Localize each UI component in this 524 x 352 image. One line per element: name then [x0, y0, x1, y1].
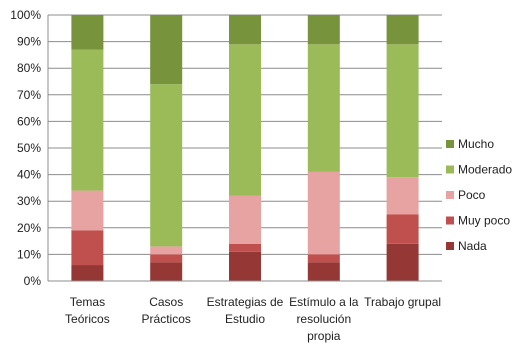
legend-label: Mucho — [458, 137, 494, 151]
legend-swatch — [446, 242, 454, 250]
x-tick-label: Trabajo grupal — [364, 295, 441, 309]
x-tick-label: Temas Teóricos — [65, 295, 110, 326]
bar-segment-poco — [229, 195, 261, 244]
bar-segment-moderado — [229, 44, 261, 196]
bar-segment-muy-poco — [229, 243, 261, 252]
bar-segment-nada — [307, 262, 340, 281]
y-tick-label: 30% — [17, 194, 41, 208]
bar-segment-moderado — [386, 44, 419, 178]
bar-segment-muy-poco — [71, 230, 104, 266]
bar-segment-nada — [229, 251, 261, 281]
bar-segment-muy-poco — [307, 254, 340, 263]
x-tick-label: Estrategias de Estudio — [207, 295, 284, 326]
y-tick-label: 50% — [17, 141, 41, 155]
y-tick-label: 100% — [10, 8, 41, 22]
bar-segment-nada — [386, 243, 419, 281]
bar-segment-mucho — [229, 15, 261, 45]
bar-segment-nada — [150, 262, 183, 281]
x-tick-label: Casos Prácticos — [142, 295, 191, 326]
bars — [71, 15, 419, 281]
y-tick-label: 60% — [17, 114, 41, 128]
y-tick-label: 10% — [17, 247, 41, 261]
bar-segment-poco — [150, 246, 183, 255]
bar-segment-muy-poco — [386, 214, 419, 244]
legend: Mucho Moderado Poco Muy poco Nada — [446, 137, 512, 253]
bar-segment-muy-poco — [150, 254, 183, 263]
y-tick-label: 0% — [24, 274, 42, 288]
bar-segment-mucho — [71, 15, 104, 50]
bar-segment-moderado — [150, 84, 183, 247]
bar-segment-poco — [307, 171, 340, 255]
legend-label: Nada — [458, 239, 487, 253]
legend-swatch — [446, 216, 454, 225]
y-tick-label: 70% — [17, 88, 41, 102]
bar-segment-mucho — [307, 15, 340, 45]
y-tick-label: 40% — [17, 168, 41, 182]
legend-swatch — [446, 165, 454, 174]
bar-segment-poco — [71, 190, 104, 231]
legend-swatch — [446, 191, 454, 199]
bar-segment-poco — [386, 177, 419, 215]
x-axis: Temas Teóricos Casos Prácticos Estrategias d… — [48, 280, 442, 343]
bar-segment-moderado — [71, 49, 104, 191]
legend-label: Muy poco — [458, 214, 510, 228]
y-tick-label: 90% — [17, 35, 41, 49]
legend-label: Moderado — [458, 163, 512, 177]
bar-segment-mucho — [150, 15, 183, 85]
bar-segment-mucho — [386, 15, 419, 45]
y-tick-label: 20% — [17, 221, 41, 235]
legend-label: Poco — [458, 188, 486, 202]
bar-segment-nada — [71, 265, 104, 281]
y-axis: 0% 10% 20% 30% 40% 50% 60% 70% 80% 90% 100% — [10, 8, 49, 288]
y-tick-label: 80% — [17, 61, 41, 75]
legend-swatch — [446, 140, 454, 148]
bar-segment-moderado — [307, 44, 340, 172]
x-tick-label: Estímulo a la resolución propia — [289, 295, 359, 343]
